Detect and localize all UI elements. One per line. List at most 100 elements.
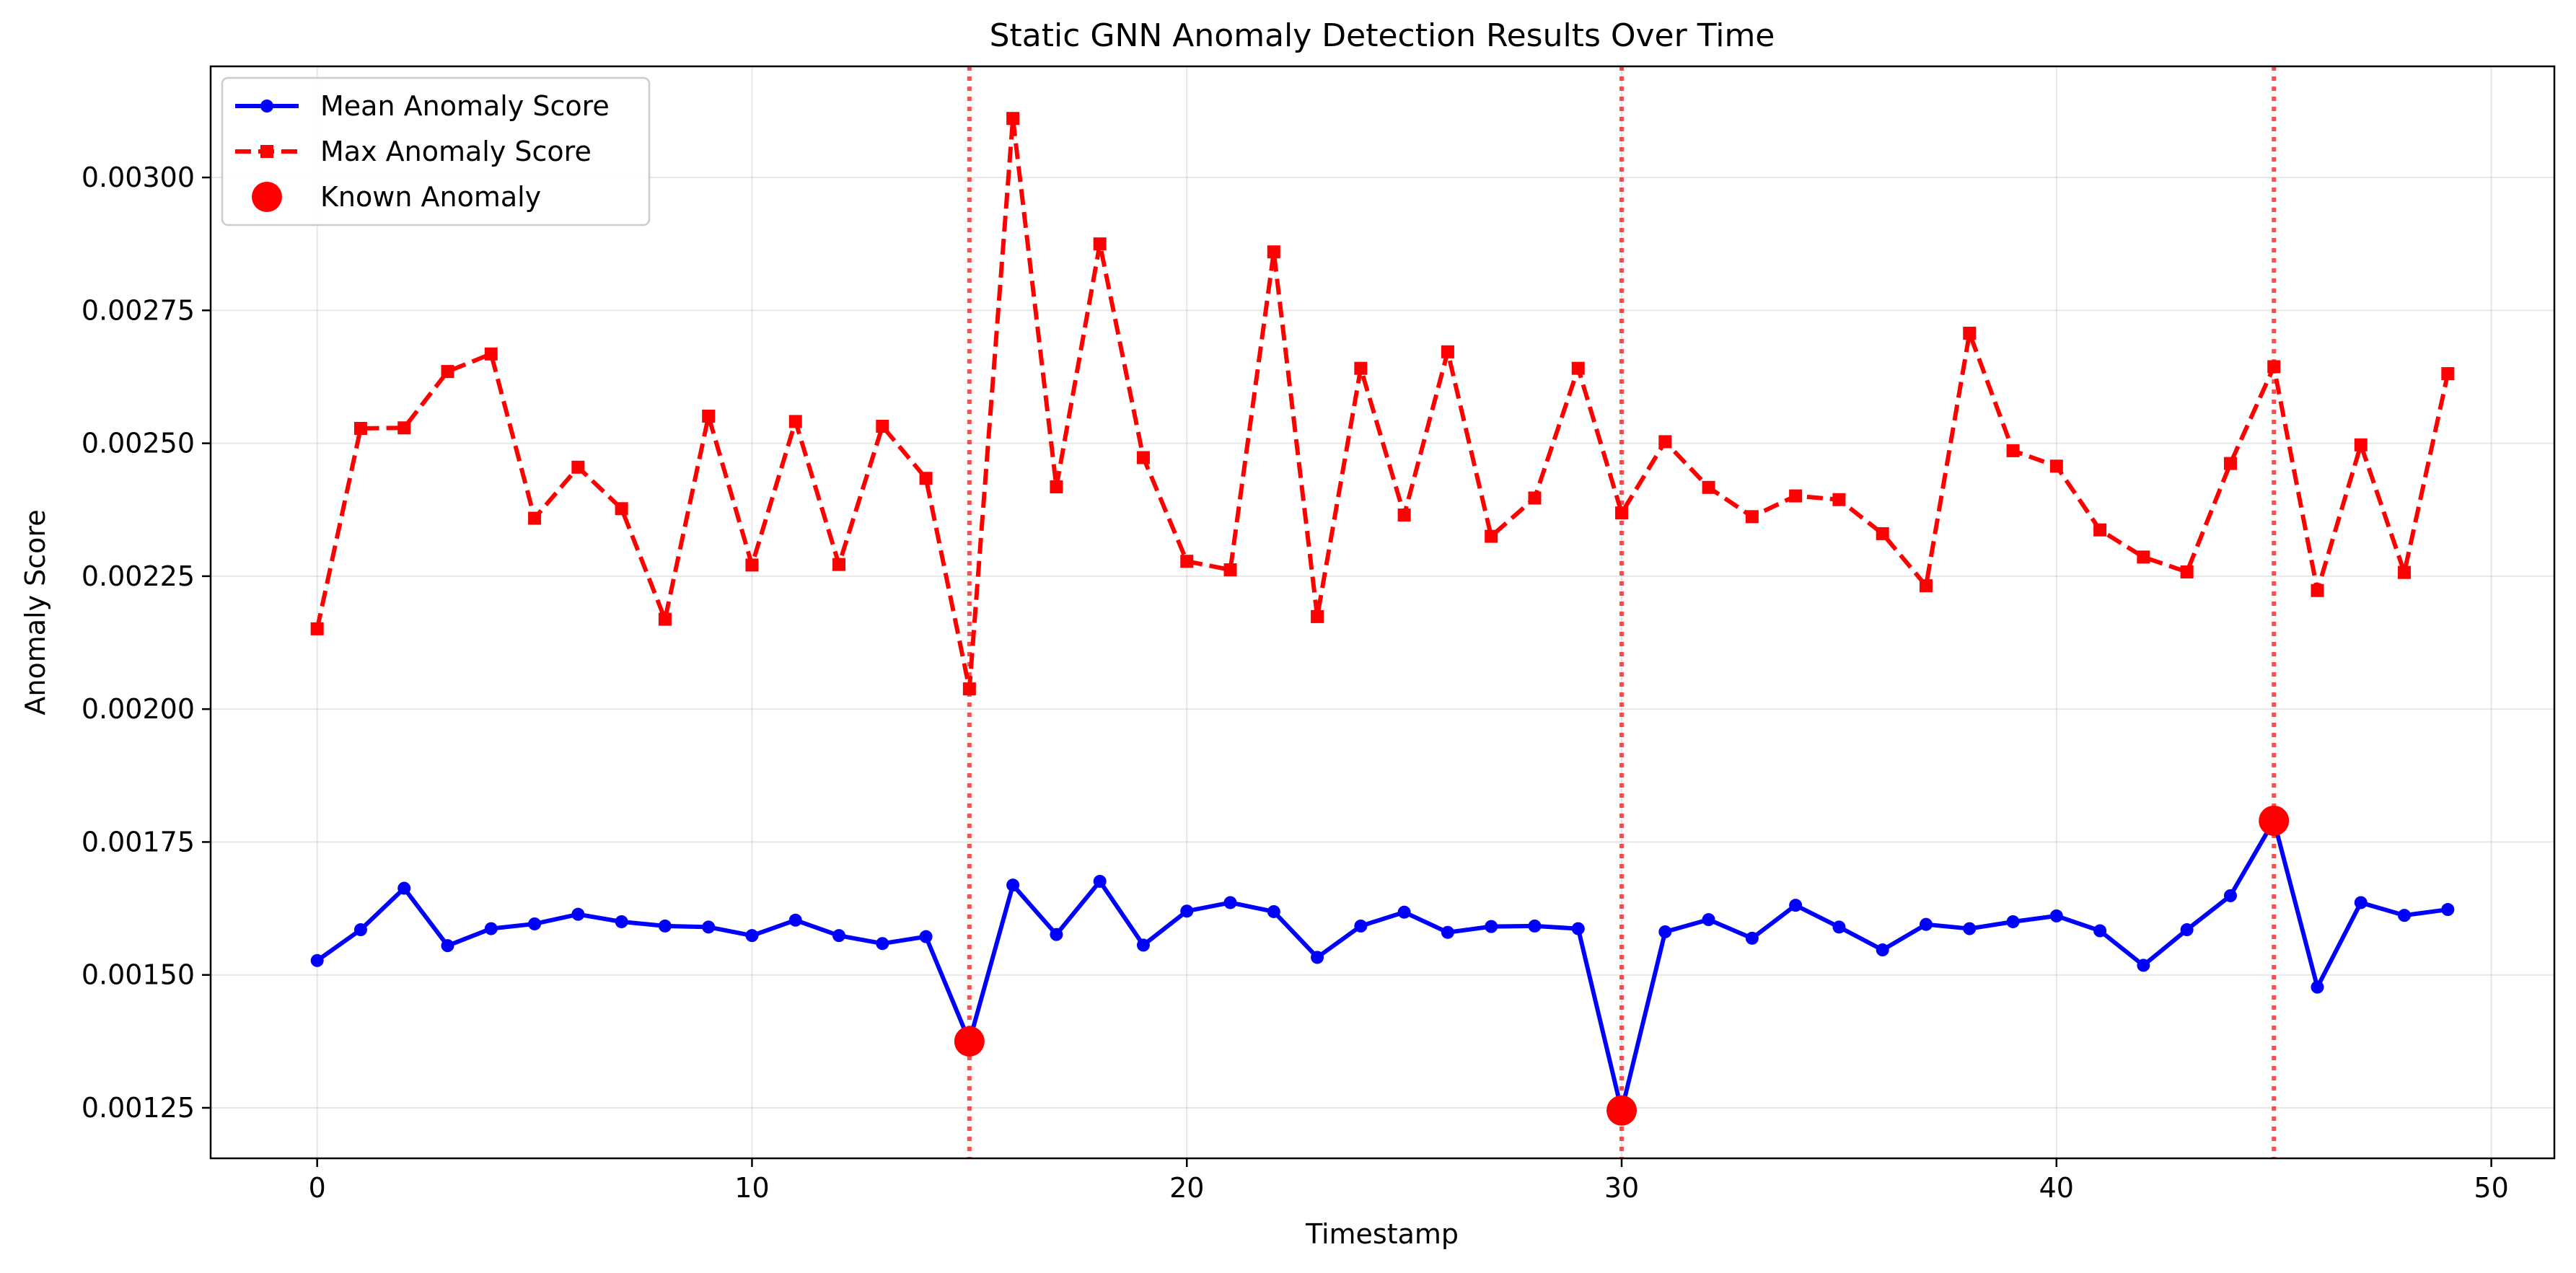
legend-max-label: Max Anomaly Score	[320, 136, 592, 167]
known-anomaly-point	[2259, 805, 2290, 836]
mean-anomaly-line	[315, 818, 2448, 1113]
mean-score-point	[702, 920, 716, 934]
mean-score-point	[1832, 920, 1846, 934]
max-score-point	[1485, 529, 1498, 543]
grid	[211, 66, 2554, 1158]
max-score-point	[615, 502, 628, 516]
mean-score-point	[2223, 889, 2237, 902]
y-tick-label: 0.00275	[82, 294, 195, 326]
max-score-point	[310, 622, 324, 635]
mean-score-point	[1876, 943, 1889, 957]
max-score-point	[397, 421, 411, 435]
mean-score-point	[1441, 925, 1454, 939]
max-score-point	[1311, 609, 1324, 623]
y-axis-label: Anomaly Score	[19, 509, 51, 715]
x-tick-label: 30	[1604, 1172, 1639, 1204]
mean-score-point	[484, 922, 498, 935]
max-score-point	[1963, 327, 1977, 340]
legend-mean-marker	[260, 100, 273, 113]
axis-ticks: 0 10 20 30 40 50 0.00125 0.00150 0.00175 0.00200 0…	[82, 162, 2509, 1204]
legend-box	[221, 76, 651, 226]
mean-score-point	[353, 923, 367, 937]
legend-mean-label: Mean Anomaly Score	[320, 90, 610, 122]
mean-score-point	[1006, 878, 1020, 892]
max-anomaly-line	[315, 116, 2450, 692]
max-score-point	[571, 460, 585, 474]
max-score-point	[441, 365, 454, 379]
chart-title: Static GNN Anomaly Detection Results Ove…	[990, 17, 1775, 54]
y-tick-label: 0.00300	[82, 162, 195, 193]
max-score-point	[2398, 565, 2412, 579]
x-axis-label: Timestamp	[1305, 1218, 1459, 1250]
mean-score-point	[2311, 980, 2324, 994]
mean-score-point	[615, 915, 628, 928]
max-score-point	[1006, 112, 1020, 125]
max-score-point	[1658, 435, 1672, 449]
max-score-point	[1354, 361, 1368, 375]
mean-score-point	[310, 953, 324, 967]
max-score-point	[919, 472, 933, 485]
mean-score-point	[1963, 922, 1977, 935]
max-score-point	[1876, 527, 1889, 540]
max-score-point	[1180, 555, 1194, 568]
mean-score-point	[1745, 931, 1759, 945]
mean-score-point	[2398, 909, 2412, 922]
mean-score-point	[2006, 915, 2020, 928]
mean-score-point	[1311, 951, 1324, 964]
max-score-point	[528, 511, 542, 525]
max-score-point	[1615, 506, 1629, 520]
mean-score-point	[1136, 938, 1150, 952]
max-score-point	[1093, 237, 1107, 251]
y-tick-label: 0.00150	[82, 959, 195, 991]
mean-score-point	[1528, 919, 1542, 933]
mean-score-point	[1223, 896, 1237, 909]
plot-frame	[209, 65, 2556, 1160]
mean-score-point	[1919, 917, 1933, 931]
max-score-point	[2311, 583, 2324, 597]
mean-score-point	[745, 929, 759, 943]
legend-known-marker	[252, 182, 282, 212]
mean-score-point	[876, 937, 889, 951]
max-score-point	[1919, 579, 1933, 593]
max-score-point	[702, 410, 716, 423]
max-score-point	[876, 420, 889, 433]
mean-score-point	[1658, 925, 1672, 938]
mean-score-point	[658, 919, 672, 933]
mean-score-point	[1789, 899, 1803, 912]
mean-score-point	[1050, 928, 1063, 941]
max-score-point	[1136, 451, 1150, 464]
max-score-point	[2267, 360, 2281, 374]
mean-score-point	[1354, 919, 1368, 933]
x-tick-label: 40	[2039, 1172, 2074, 1204]
y-tick-label: 0.00225	[82, 560, 195, 592]
max-score-point	[2006, 444, 2020, 457]
legend-max-marker	[260, 145, 273, 158]
mean-score-point	[1397, 905, 1411, 919]
mean-score-point	[919, 930, 933, 943]
max-score-point	[658, 612, 672, 626]
mean-score-point	[2049, 909, 2063, 922]
max-score-point	[2441, 367, 2455, 381]
mean-score-point	[2093, 924, 2107, 938]
legend-known-label: Known Anomaly	[320, 181, 541, 213]
max-score-point	[1528, 491, 1542, 505]
legend: Mean Anomaly Score Max Anomaly Score Kno…	[221, 76, 651, 226]
max-score-point	[962, 682, 976, 696]
x-tick-label: 0	[309, 1172, 326, 1204]
max-score-point	[1397, 508, 1411, 522]
max-score-point	[1745, 510, 1759, 524]
y-tick-label: 0.00250	[82, 428, 195, 459]
mean-score-point	[1571, 922, 1585, 935]
max-score-point	[484, 347, 498, 361]
max-score-point	[2223, 457, 2237, 470]
y-tick-label: 0.00175	[82, 826, 195, 858]
mean-score-point	[2137, 959, 2150, 972]
max-anomaly-series	[310, 112, 2455, 696]
max-score-point	[2137, 550, 2150, 564]
y-tick-label: 0.00200	[82, 693, 195, 725]
mean-score-point	[1093, 874, 1107, 888]
mean-score-point	[788, 913, 802, 927]
max-score-point	[788, 415, 802, 428]
mean-score-point	[1702, 913, 1715, 927]
